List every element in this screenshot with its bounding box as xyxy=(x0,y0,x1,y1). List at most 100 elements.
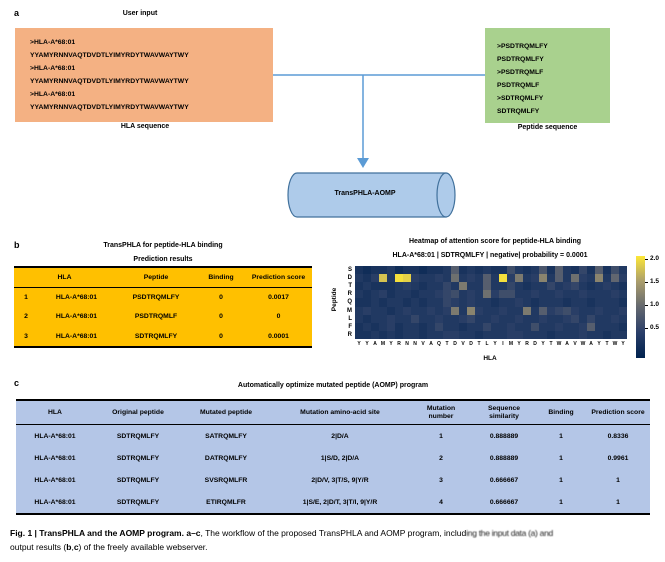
heatmap-cell xyxy=(371,330,379,339)
heatmap-cell xyxy=(363,266,371,275)
heatmap-cell xyxy=(515,330,523,339)
heatmap-cell xyxy=(475,322,483,331)
heatmap-cell xyxy=(371,322,379,331)
heatmap-cell xyxy=(419,298,427,307)
heatmap-cell xyxy=(587,282,595,291)
heatmap-cell xyxy=(411,282,419,291)
heatmap-cell xyxy=(467,274,475,283)
heatmap-cell xyxy=(355,274,363,283)
heatmap-cell xyxy=(459,330,467,339)
heatmap-x-tick: W xyxy=(612,341,618,347)
heatmap-cell xyxy=(427,298,435,307)
heatmap-x-tick: R xyxy=(525,341,529,347)
heatmap-cell xyxy=(483,306,491,315)
peptide-sequence-box: >PSDTRQMLFY PSDTRQMLFY >PSDTRQMLF PSDTRQMLF… xyxy=(485,28,610,123)
aomp-table-cell: ETIRQMLFR xyxy=(206,498,246,506)
transphla-aomp-cylinder xyxy=(287,172,447,218)
panel-a-label: a xyxy=(14,8,20,18)
heatmap-cell xyxy=(547,330,555,339)
heatmap-cell xyxy=(515,306,523,315)
heatmap-cell xyxy=(411,298,419,307)
heatmap-cell xyxy=(443,282,451,291)
heatmap-cell xyxy=(499,282,507,291)
aomp-table-header: Sequence similarity xyxy=(472,400,536,425)
aomp-table-cell: 1 xyxy=(559,432,563,440)
heatmap-cell xyxy=(499,314,507,323)
heatmap-cell xyxy=(475,290,483,299)
colorbar-tick-label: 1.5 xyxy=(650,278,660,285)
heatmap-x-tick: T xyxy=(445,341,449,347)
prediction-results-table: HLA Peptide Binding Prediction score 1 HLA-A*… xyxy=(14,266,313,348)
heatmap-cell xyxy=(587,306,595,315)
heatmap-cell xyxy=(467,322,475,331)
heatmap-cell xyxy=(411,314,419,323)
heatmap-cell xyxy=(387,274,395,283)
heatmap-cell xyxy=(435,274,443,283)
heatmap-cell xyxy=(435,306,443,315)
heatmap-cell xyxy=(427,274,435,283)
heatmap-cell xyxy=(491,306,499,315)
heatmap-cell xyxy=(603,274,611,283)
heatmap-cell xyxy=(435,314,443,323)
heatmap-cell xyxy=(603,266,611,275)
heatmap-cell xyxy=(563,330,571,339)
heatmap-cell xyxy=(355,306,363,315)
aomp-table-cell: 1 xyxy=(616,498,620,506)
aomp-table-cell: SVSRQMLFR xyxy=(204,476,248,484)
colorbar-tick-mark xyxy=(645,305,648,306)
heatmap-cell xyxy=(523,322,531,331)
heatmap-cell xyxy=(355,290,363,299)
heatmap-cell xyxy=(387,306,395,315)
heatmap-cell xyxy=(411,290,419,299)
aomp-table-cell: 4 xyxy=(439,498,443,506)
heatmap-y-tick: Q xyxy=(347,299,352,306)
heatmap-cell xyxy=(539,298,547,307)
heatmap-cell xyxy=(483,282,491,291)
heatmap-cell xyxy=(419,282,427,291)
heatmap-y-tick: R xyxy=(347,331,352,338)
heatmap-cell xyxy=(579,282,587,291)
heatmap-cell xyxy=(459,290,467,299)
heatmap-x-tick: M xyxy=(508,341,514,347)
sequence-line: >HLA-A*68:01 xyxy=(30,39,76,46)
heatmap-cell xyxy=(531,306,539,315)
heatmap-cell xyxy=(435,322,443,331)
aomp-table-header: Prediction score xyxy=(586,400,650,425)
heatmap-cell xyxy=(363,282,371,291)
heatmap-cell xyxy=(547,266,555,275)
heatmap-cell xyxy=(467,330,475,339)
caption-line: output results (b,c) of the freely avail… xyxy=(10,541,660,555)
heatmap-cell xyxy=(387,314,395,323)
cylinder-end-cap xyxy=(436,172,456,218)
heatmap-cell xyxy=(451,322,459,331)
heatmap-cell xyxy=(483,322,491,331)
heatmap-cell xyxy=(459,266,467,275)
heatmap-cell xyxy=(395,306,403,315)
aomp-table-cell: SDTRQMLFY xyxy=(116,498,160,506)
aomp-table-cell: HLA-A*68:01 xyxy=(34,498,76,506)
heatmap-cell xyxy=(571,306,579,315)
heatmap-cell xyxy=(611,306,619,315)
heatmap-cell xyxy=(395,314,403,323)
heatmap-y-tick: F xyxy=(348,323,352,330)
heatmap-cell xyxy=(475,330,483,339)
heatmap-cell xyxy=(539,306,547,315)
heatmap-cell xyxy=(499,306,507,315)
heatmap-cell xyxy=(523,298,531,307)
heatmap-cell xyxy=(611,322,619,331)
heatmap-cell xyxy=(475,282,483,291)
heatmap-cell xyxy=(531,274,539,283)
colorbar-tick-label: 1.0 xyxy=(650,301,660,308)
pred-table-title: TransPHLA for peptide-HLA binding xyxy=(103,242,223,249)
heatmap-cell xyxy=(619,282,627,291)
heatmap-cell xyxy=(403,322,411,331)
heatmap-cell xyxy=(459,282,467,291)
heatmap-cell xyxy=(499,266,507,275)
heatmap-cell xyxy=(603,306,611,315)
heatmap-cell xyxy=(403,290,411,299)
heatmap-cell xyxy=(587,290,595,299)
heatmap-cell xyxy=(619,266,627,275)
colorbar-tick-mark xyxy=(645,259,648,260)
heatmap-cell xyxy=(443,298,451,307)
